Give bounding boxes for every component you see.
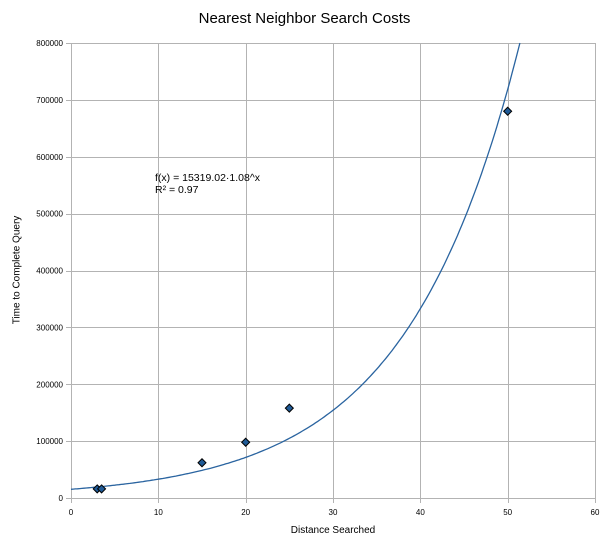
x-tick-label: 0 (69, 508, 74, 517)
data-point-diamond (96, 484, 107, 494)
x-tick-label: 50 (503, 508, 512, 517)
gridlines (66, 43, 596, 503)
trendline (70, 42, 521, 490)
data-point-diamond (197, 458, 207, 468)
r-squared-text: R² = 0.97 (155, 184, 199, 196)
equation-text: f(x) = 15319.02·1.08^x (155, 172, 261, 184)
data-points (92, 106, 513, 494)
x-tick-label: 30 (329, 508, 338, 517)
data-point-diamond (240, 437, 251, 447)
trendline-equation: f(x) = 15319.02·1.08^x R² = 0.97 (155, 172, 260, 196)
y-tick-label: 500000 (36, 210, 63, 219)
chart-title: Nearest Neighbor Search Costs (198, 10, 411, 27)
y-axis-ticks: 0 100000 200000 300000 400000 500000 600000 700… (36, 39, 63, 503)
y-tick-label: 100000 (36, 437, 63, 446)
y-axis-label: Time to Complete Query (11, 215, 23, 325)
x-axis-label: Distance Searched (290, 525, 376, 536)
y-tick-label: 200000 (36, 380, 63, 389)
x-tick-label: 10 (154, 508, 163, 517)
data-point-diamond (502, 106, 513, 116)
y-tick-label: 600000 (36, 153, 63, 162)
y-tick-label: 300000 (36, 323, 63, 332)
y-tick-label: 0 (59, 494, 64, 503)
x-tick-label: 40 (416, 508, 425, 517)
x-axis-ticks: 0 10 20 30 40 50 60 (69, 508, 600, 517)
data-point-diamond (284, 403, 295, 413)
y-tick-label: 800000 (36, 39, 63, 48)
x-tick-label: 60 (591, 508, 600, 517)
y-tick-label: 400000 (36, 267, 63, 276)
x-tick-label: 20 (241, 508, 250, 517)
y-tick-label: 700000 (36, 96, 63, 105)
